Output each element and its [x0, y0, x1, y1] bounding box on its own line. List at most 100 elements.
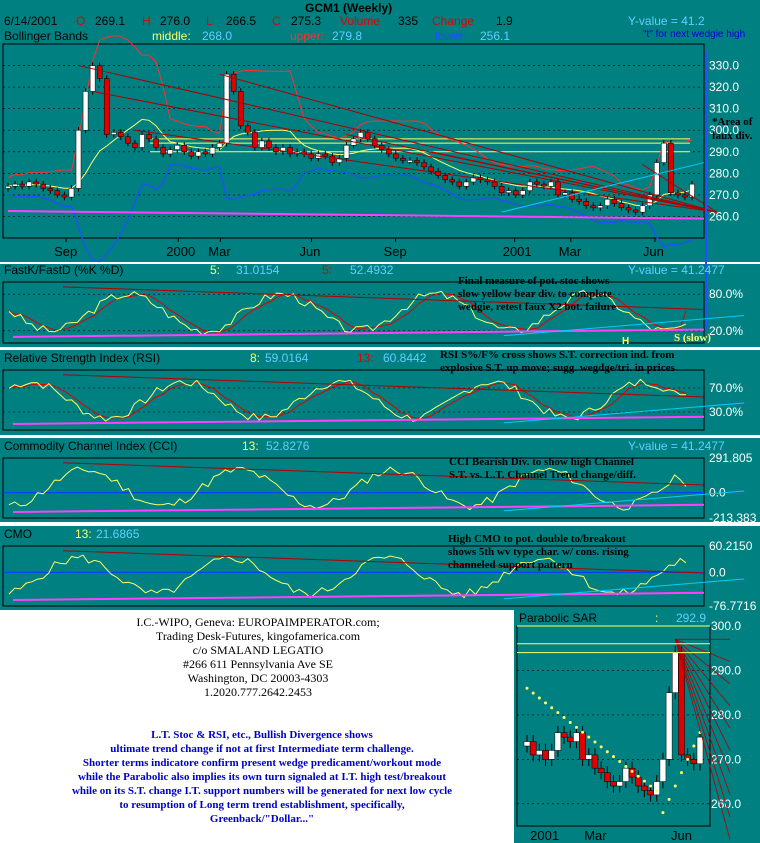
cmo-support-trendline: [12, 591, 705, 601]
price-x-tick-label: Sep: [54, 244, 77, 259]
stoch-slow-label: S (slow): [674, 332, 711, 344]
cci-fast-line: [8, 466, 687, 511]
candle-body: [287, 147, 293, 155]
bollinger-title: Bollinger Bands: [4, 29, 88, 43]
candle-body: [118, 132, 124, 137]
candle-body: [139, 134, 145, 148]
candle-body: [280, 147, 286, 153]
candle-body: [223, 73, 230, 144]
candle-body: [61, 194, 68, 198]
price-x-tick-label: 2000: [166, 244, 195, 259]
candle-body: [442, 175, 448, 181]
candle-body: [343, 145, 350, 159]
candle-body: [202, 151, 209, 155]
sar-candle-body: [665, 692, 673, 760]
sar-candle-body: [659, 759, 667, 782]
candle-body: [111, 132, 117, 135]
candle-body: [364, 132, 371, 140]
candle-body: [371, 138, 378, 146]
sar-dot: [686, 757, 690, 761]
candle-body: [576, 198, 582, 202]
sar-candle-body: [653, 781, 660, 796]
price-y-tick-label: 330.0: [709, 59, 739, 73]
contact-line: 1.2020.777.2642.2453: [204, 685, 312, 699]
candle-body: [491, 181, 498, 187]
sar-fan-line: [674, 639, 731, 707]
contact-line: Trading Desk-Futures, kingofamerica.com: [156, 629, 361, 643]
bb-upper-label: upper:: [290, 29, 324, 43]
sar-x-tick-label: Mar: [584, 828, 607, 843]
price-fan-line: [430, 151, 718, 213]
sar-candle-body: [678, 652, 685, 756]
candle-body: [33, 181, 39, 185]
sar-x-tick-label: Jun: [671, 828, 692, 843]
candle-body: [322, 153, 329, 157]
candle-body: [407, 160, 413, 163]
candle-body: [308, 153, 314, 159]
sar-candle-body: [672, 652, 679, 693]
candle-body: [625, 207, 632, 211]
price-header: GCM1 (Weekly) 6/14/2001 O 269.1 H 276.0 …: [4, 1, 745, 43]
candle-body: [463, 181, 470, 187]
volume-value: 335: [398, 14, 418, 28]
candle-body: [590, 205, 597, 209]
sar-fan-line: [674, 639, 731, 818]
rsi-slow-line: [8, 380, 687, 420]
sar-dot: [562, 716, 566, 720]
price-plot-frame: [2, 43, 705, 239]
candle-body: [47, 188, 54, 191]
bb-upper-value: 279.8: [332, 29, 362, 43]
candle-body: [103, 78, 110, 135]
candle-body: [259, 140, 265, 148]
candle-body: [449, 179, 455, 183]
candle-body: [597, 205, 604, 209]
rsi-rising-trendline: [503, 402, 745, 424]
candle-body: [653, 162, 660, 196]
sar-dot: [618, 760, 622, 764]
candle-body: [512, 190, 519, 196]
stochAnn-line: slow yellow bear div. to complete: [458, 288, 612, 300]
sar-candle-body: [641, 785, 648, 791]
stoch-support-trendline: [12, 328, 705, 338]
price-x-tick-label: 2001: [503, 244, 532, 259]
cci-rising-trendline: [503, 490, 745, 512]
candle-body: [125, 136, 131, 144]
change-label: Change: [432, 14, 474, 28]
commentary-line: while the Parabolic also implies its own…: [78, 771, 446, 783]
candle-body: [682, 194, 688, 198]
bb-middle-label: middle:: [152, 29, 191, 43]
candle-body: [230, 73, 237, 92]
sar-x-tick-label: 2001: [530, 828, 559, 843]
cmo-title: CMO: [4, 527, 32, 541]
candle-body: [548, 181, 554, 187]
cci-y-tick-label: 0.0: [709, 486, 726, 500]
sar-candle-body: [591, 754, 599, 769]
contact-block: I.C.-WIPO, Geneva: EUROPAIMPERATOR.com;T…: [136, 615, 379, 699]
candle-body: [188, 151, 195, 157]
price-annotation-line1: *Area of: [712, 116, 753, 128]
price-annotation: *Area of faux div.: [712, 116, 753, 142]
candle-body: [181, 145, 188, 153]
sar-candle-body: [604, 772, 611, 782]
sar-dot: [525, 686, 529, 690]
commentary-line: Shorter terms indicatore confirm present…: [83, 757, 441, 769]
price-x-tick-label: Mar: [559, 244, 582, 259]
cci-y-tick-label: 291.805: [709, 451, 753, 465]
rsi-v2: 60.8442: [383, 351, 427, 365]
sar-candle-body: [634, 776, 642, 787]
candle-body: [604, 198, 611, 206]
sar-fan-line: [675, 639, 731, 685]
cci-y-value: Y-value = 41.2477: [628, 439, 725, 453]
candle-body: [393, 153, 399, 159]
candle-body: [520, 190, 526, 196]
candle-body: [160, 147, 166, 155]
candle-body: [19, 183, 25, 187]
candle-body: [675, 192, 681, 196]
panel-marks: 330.0 320.0 310.0 300.0 290.0 280.0 270.0 260.0…: [2, 35, 757, 843]
candle-body: [689, 183, 695, 198]
rsi-support-trendline: [12, 415, 705, 425]
candle-body: [216, 142, 223, 148]
contact-line: I.C.-WIPO, Geneva: EUROPAIMPERATOR.com;: [136, 615, 379, 629]
price-annotation-line2: faux div.: [712, 130, 753, 142]
